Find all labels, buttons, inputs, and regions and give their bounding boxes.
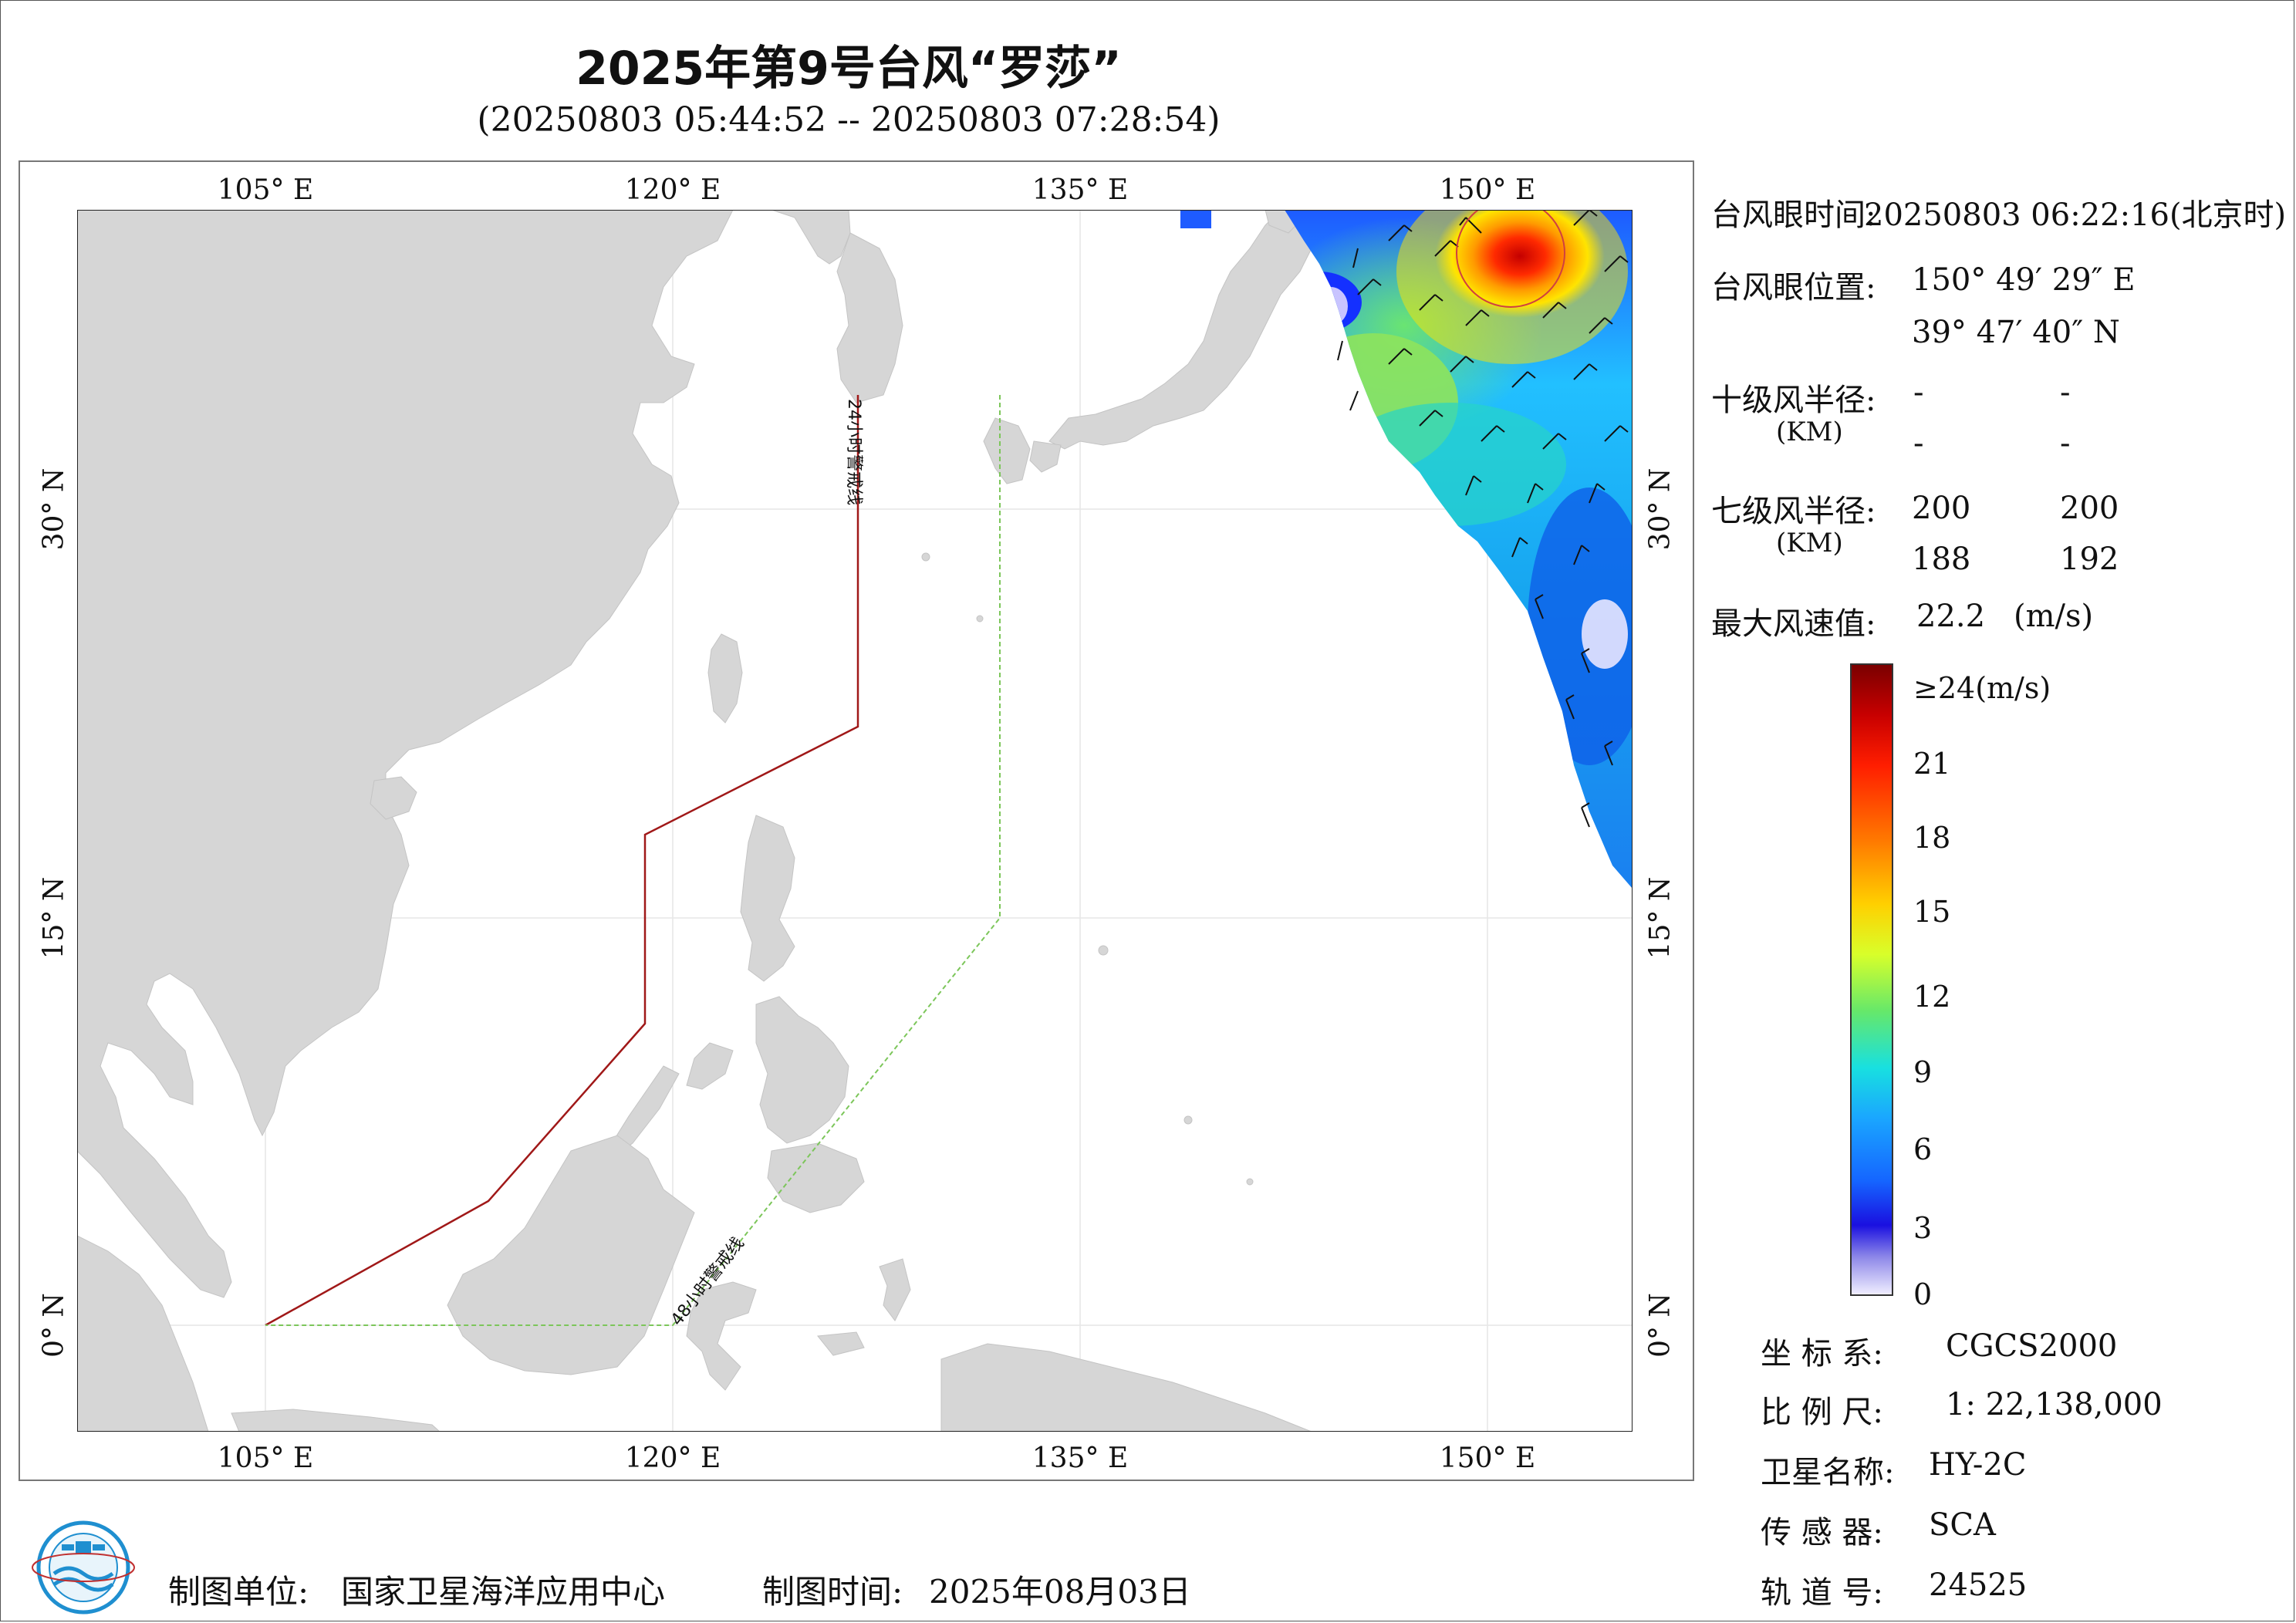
lon-tick-bottom-150: 150° E <box>1439 1442 1536 1474</box>
wind-barbs <box>1337 210 1629 828</box>
sensor-label: 传 感 器: <box>1761 1515 1883 1550</box>
lon-tick-top-120: 120° E <box>624 174 721 206</box>
lon-tick-bottom-120: 120° E <box>624 1442 721 1474</box>
satellite-label: 卫星名称: <box>1761 1455 1895 1490</box>
r10-label: 十级风半径: <box>1711 383 1876 418</box>
satellite-value: HY-2C <box>1929 1447 2027 1483</box>
colorbar-label-0: 0 <box>1913 1277 1933 1311</box>
lon-tick-top-135: 135° E <box>1032 174 1129 206</box>
lat-tick-left-30: 30° N <box>38 467 70 551</box>
production-date-label: 制图时间: <box>762 1573 903 1611</box>
max-wind-unit: (m/s) <box>2014 599 2094 634</box>
colorbar-label-15: 15 <box>1913 895 1951 929</box>
colorbar-label-6: 6 <box>1913 1132 1933 1166</box>
r10-value-4: - <box>2060 426 2071 461</box>
map-frame <box>19 160 1694 1481</box>
r7-value-3: 188 <box>1912 542 1971 577</box>
r10-value-1: - <box>1913 375 1924 410</box>
lon-tick-top-105: 105° E <box>217 174 314 206</box>
colorbar-label-12: 12 <box>1913 980 1951 1014</box>
orbit-label: 轨 道 号: <box>1761 1575 1883 1611</box>
nsoas-logo-icon <box>32 1520 135 1615</box>
swath-fragment <box>1180 210 1211 228</box>
r7-value-2: 200 <box>2060 491 2119 526</box>
map-title: 2025年第9号台风“罗莎” <box>576 42 1122 96</box>
lon-tick-top-150: 150° E <box>1439 174 1536 206</box>
lon-tick-bottom-105: 105° E <box>217 1442 314 1474</box>
lat-tick-right-30: 30° N <box>1644 467 1676 551</box>
colorbar-label-21: 21 <box>1913 747 1951 781</box>
r10-value-3: - <box>1913 426 1924 461</box>
r7-unit: (KM) <box>1776 528 1843 558</box>
r7-label: 七级风半径: <box>1711 494 1876 529</box>
colorbar <box>1850 663 1893 1296</box>
eye-time-value: 20250803 06:22:16(北京时) <box>1864 197 2287 233</box>
map-subtitle: (20250803 05:44:52 -- 20250803 07:28:54) <box>477 100 1221 140</box>
scale-value: 1: 22,138,000 <box>1946 1387 2163 1422</box>
producer-label: 制图单位: <box>168 1573 309 1611</box>
colorbar-label-24: ≥24(m/s) <box>1913 671 2051 705</box>
orbit-value: 24525 <box>1929 1567 2028 1603</box>
max-wind-label: 最大风速值: <box>1711 606 1876 642</box>
map-canvas: 24小时警戒线 48小时警戒线 <box>77 210 1633 1432</box>
colorbar-label-3: 3 <box>1913 1211 1933 1245</box>
production-date-value: 2025年08月03日 <box>929 1573 1191 1611</box>
lon-tick-bottom-135: 135° E <box>1032 1442 1129 1474</box>
crs-label: 坐 标 系: <box>1761 1336 1883 1372</box>
r10-value-2: - <box>2060 375 2071 410</box>
r7-value-4: 192 <box>2060 542 2119 577</box>
lat-tick-right-15: 15° N <box>1644 876 1676 960</box>
colorbar-label-18: 18 <box>1913 821 1951 855</box>
lat-tick-left-15: 15° N <box>38 876 70 960</box>
max-wind-value: 22.2 <box>1916 599 1986 634</box>
lat-tick-left-0: 0° N <box>38 1293 70 1358</box>
producer-value: 国家卫星海洋应用中心 <box>341 1573 666 1611</box>
lat-tick-right-0: 0° N <box>1644 1293 1676 1358</box>
eye-longitude: 150° 49′ 29″ E <box>1912 262 2136 298</box>
label-24h-line: 24小时警戒线 <box>844 399 863 505</box>
colorbar-label-9: 9 <box>1913 1055 1933 1089</box>
scale-label: 比 例 尺: <box>1761 1395 1883 1430</box>
warning-line-24h <box>265 395 859 1327</box>
eye-position-label: 台风眼位置: <box>1711 270 1876 305</box>
crs-value: CGCS2000 <box>1946 1328 2118 1364</box>
eye-latitude: 39° 47′ 40″ N <box>1912 315 2120 350</box>
r7-value-1: 200 <box>1912 491 1971 526</box>
eye-time-label: 台风眼时间: <box>1711 197 1876 233</box>
land <box>77 210 1312 1432</box>
r10-unit: (KM) <box>1776 417 1843 447</box>
sensor-value: SCA <box>1929 1507 1996 1543</box>
